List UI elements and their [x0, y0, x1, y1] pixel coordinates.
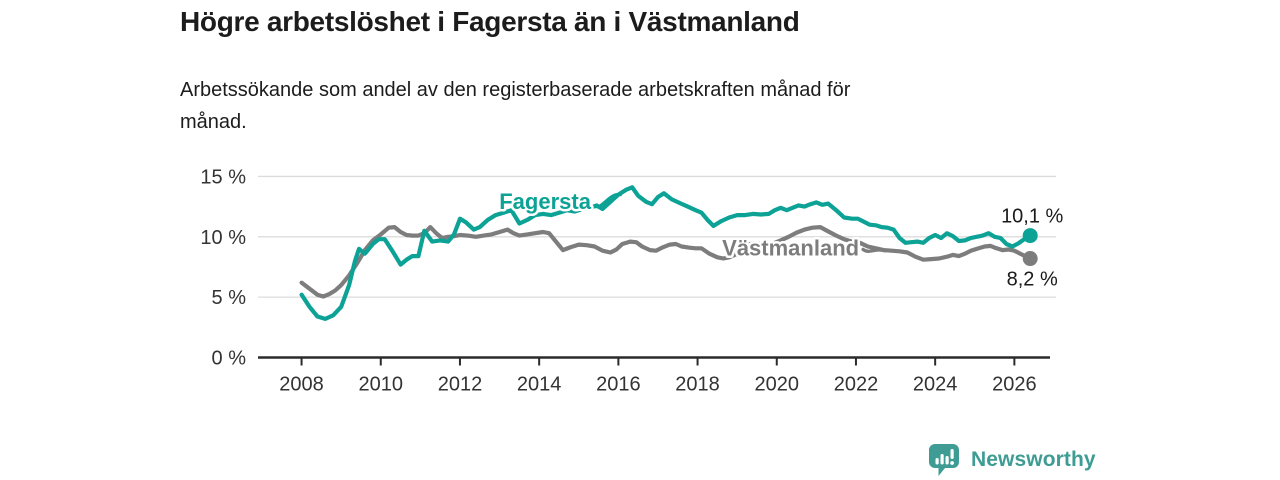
- x-tick-label-2010: 2010: [359, 374, 404, 396]
- chart-subtitle-line-1: Arbetssökande som andel av den registerb…: [180, 79, 851, 101]
- newsworthy-logo-icon: [929, 444, 959, 476]
- series-line-fagersta: [299, 185, 1033, 321]
- series-label-connector-fagersta: [592, 192, 623, 209]
- series-end-value-label-vastmanland: 8,2 %: [1007, 269, 1058, 291]
- newsworthy-logo-text: Newsworthy: [971, 447, 1096, 471]
- series-label-connector-vastmanland: [861, 247, 887, 253]
- series-inline-label-fagersta: Fagersta: [499, 189, 591, 214]
- x-tick-label-2024: 2024: [913, 374, 958, 396]
- series-end-dot-fagersta: [1022, 228, 1038, 244]
- chart-subtitle: Arbetssökande som andel av den registerb…: [180, 74, 850, 138]
- chart-subtitle-line-2: månad.: [180, 111, 247, 133]
- y-axis-tick-label-15: 15 %: [200, 166, 246, 188]
- y-axis-tick-label-5: 5 %: [212, 287, 247, 309]
- x-tick-label-2018: 2018: [675, 374, 720, 396]
- y-axis-tick-label-0: 0 %: [212, 348, 247, 370]
- x-tick-label-2022: 2022: [834, 374, 879, 396]
- series-inline-label-vastmanland: Västmanland: [722, 236, 859, 261]
- series-line-vastmanland: [299, 225, 1033, 299]
- x-tick-label-2014: 2014: [517, 374, 562, 396]
- chart-title: Högre arbetslöshet i Fagersta än i Västm…: [180, 6, 800, 37]
- x-tick-label-2026: 2026: [992, 374, 1037, 396]
- series-end-value-label-fagersta: 10,1 %: [1001, 206, 1063, 228]
- x-tick-label-2020: 2020: [755, 374, 800, 396]
- y-axis-tick-label-10: 10 %: [200, 227, 246, 249]
- x-tick-label-2016: 2016: [596, 374, 641, 396]
- series-end-dot-vastmanland: [1022, 251, 1038, 267]
- x-tick-label-2008: 2008: [279, 374, 324, 396]
- x-tick-label-2012: 2012: [438, 374, 483, 396]
- newsworthy-logo: Newsworthy: [926, 441, 1096, 478]
